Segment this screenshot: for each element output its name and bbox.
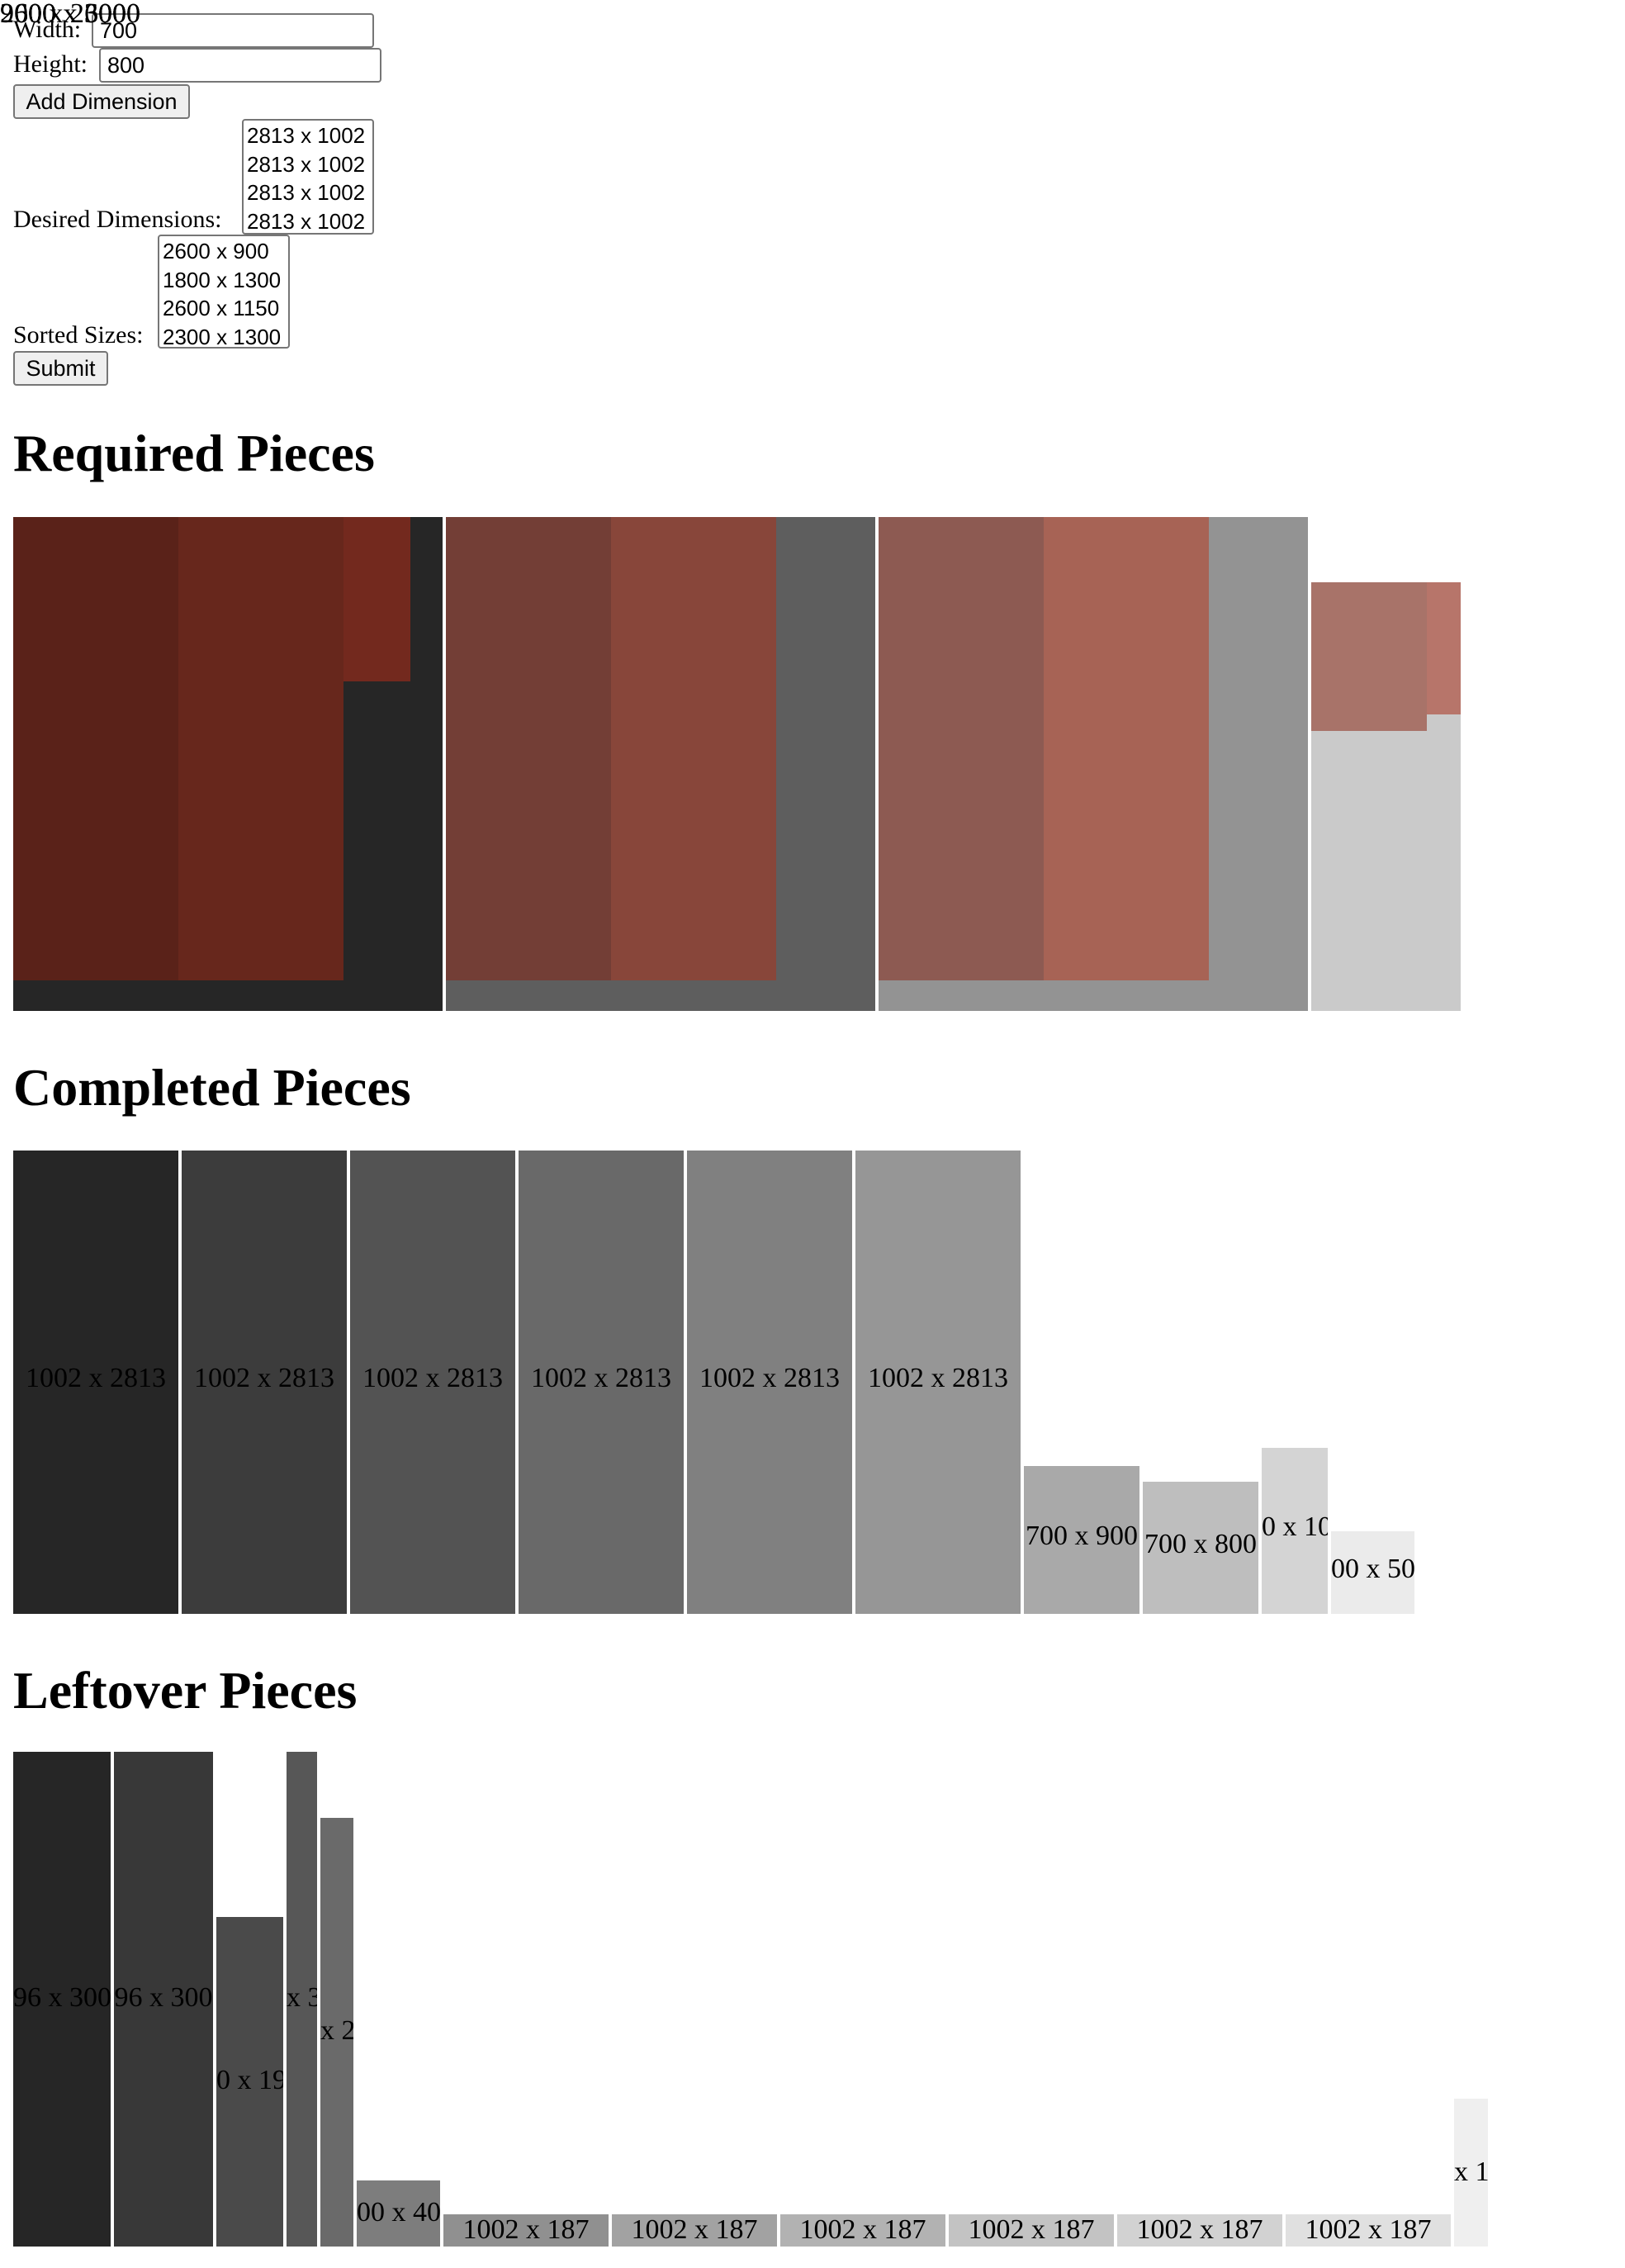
required-cut	[178, 517, 343, 980]
leftover-piece-label: 1002 x 187	[631, 2214, 758, 2245]
completed-piece: 700 x 900	[1024, 1466, 1139, 1614]
completed-piece-label: 1002 x 2813	[362, 1363, 503, 1393]
required-cut	[879, 517, 1044, 980]
height-label: Height:	[13, 50, 88, 78]
leftover-piece: 1002 x 187	[949, 2214, 1114, 2247]
leftover-piece: 1002 x 187	[443, 2214, 609, 2247]
desired-option[interactable]: 2813 x 1002	[247, 123, 366, 148]
sorted-option[interactable]: 1800 x 1300	[163, 267, 282, 292]
required-cut	[446, 517, 611, 980]
desired-option[interactable]: 2813 x 1002	[247, 208, 366, 234]
completed-piece-label: 1002 x 2813	[868, 1363, 1008, 1393]
leftover-piece: x 3	[287, 1752, 317, 2247]
leftover-piece-label: 96 x 300	[13, 1982, 111, 2013]
leftover-piece-label: 1002 x 187	[462, 2214, 590, 2245]
leftover-piece: x 2	[320, 1818, 353, 2247]
leftover-piece-label: 1002 x 187	[1305, 2214, 1432, 2245]
leftover-piece-label: 1002 x 187	[799, 2214, 926, 2245]
leftover-piece-label: 1002 x 187	[968, 2214, 1095, 2245]
completed-piece-label: 1002 x 2813	[699, 1363, 840, 1393]
completed-piece-label: 0 x 10	[1262, 1511, 1328, 1542]
leftover-piece: 00 x 40	[357, 2180, 440, 2247]
add-dimension-button[interactable]: Add Dimension	[13, 84, 190, 119]
completed-piece: 1002 x 2813	[350, 1151, 515, 1614]
required-cut	[611, 517, 776, 980]
completed-piece: 0 x 10	[1262, 1448, 1328, 1614]
leftover-piece: 1002 x 187	[1117, 2214, 1282, 2247]
width-label: Width:	[13, 16, 82, 43]
completed-piece: 1002 x 2813	[687, 1151, 852, 1614]
desired-option[interactable]: 2813 x 1002	[247, 180, 366, 205]
required-piece-text-label: 900 x 2600	[0, 0, 126, 29]
leftover-piece-label: x 1	[1454, 2156, 1488, 2187]
sorted-sizes-list[interactable]: 2600 x 900 1800 x 1300 2600 x 1150 2300 …	[158, 235, 290, 349]
required-piece-text-label: 2600 x 3000	[0, 0, 140, 29]
leftover-piece-label: x 3	[287, 1982, 317, 2013]
leftover-piece-label: x 2	[320, 2015, 353, 2046]
required-piece-text-label: 2600 x 3000	[0, 0, 140, 29]
sorted-option[interactable]: 2300 x 1300	[163, 324, 282, 349]
leftover-piece-label: 0 x 19	[216, 2065, 283, 2095]
completed-piece: 700 x 800	[1143, 1482, 1258, 1614]
sorted-sizes-label: Sorted Sizes:	[13, 321, 144, 349]
leftover-piece-label: 1002 x 187	[1136, 2214, 1263, 2245]
completed-piece-label: 1002 x 2813	[26, 1363, 166, 1393]
completed-piece-label: 700 x 800	[1144, 1529, 1257, 1559]
desired-dimensions-label: Desired Dimensions:	[13, 206, 222, 233]
required-cut	[1427, 582, 1461, 714]
leftover-piece: x 1	[1454, 2099, 1488, 2247]
required-piece-text-label: 2600 x 3000	[0, 0, 140, 29]
completed-piece-label: 1002 x 2813	[194, 1363, 334, 1393]
leftover-piece-label: 96 x 300	[114, 1982, 213, 2013]
desired-dimensions-list[interactable]: 2813 x 1002 2813 x 1002 2813 x 1002 2813…	[242, 119, 374, 235]
completed-piece-label: 1002 x 2813	[531, 1363, 671, 1393]
leftover-piece: 96 x 300	[13, 1752, 111, 2247]
required-pieces-heading: Required Pieces	[13, 424, 375, 482]
height-input[interactable]	[99, 48, 381, 83]
required-cut	[343, 517, 410, 681]
leftover-pieces-heading: Leftover Pieces	[13, 1661, 358, 1720]
completed-piece-label: 00 x 50	[1331, 1554, 1414, 1584]
leftover-piece: 0 x 19	[216, 1917, 283, 2247]
required-cut	[1311, 582, 1427, 731]
completed-pieces-heading: Completed Pieces	[13, 1058, 411, 1117]
sorted-option[interactable]: 2600 x 1150	[163, 296, 280, 320]
leftover-piece: 1002 x 187	[780, 2214, 945, 2247]
completed-piece-label: 700 x 900	[1026, 1521, 1138, 1551]
submit-button[interactable]: Submit	[13, 351, 108, 386]
required-cut	[1044, 517, 1209, 980]
width-input[interactable]	[92, 13, 374, 48]
leftover-piece-label: 00 x 40	[357, 2197, 440, 2228]
leftover-piece: 1002 x 187	[1286, 2214, 1451, 2247]
completed-piece: 1002 x 2813	[13, 1151, 178, 1614]
leftover-piece: 96 x 300	[114, 1752, 213, 2247]
completed-piece: 00 x 50	[1331, 1531, 1414, 1614]
leftover-piece: 1002 x 187	[612, 2214, 777, 2247]
completed-piece: 1002 x 2813	[519, 1151, 684, 1614]
completed-piece: 1002 x 2813	[855, 1151, 1021, 1614]
sorted-option[interactable]: 2600 x 900	[163, 239, 269, 263]
required-cut	[13, 517, 178, 980]
desired-option[interactable]: 2813 x 1002	[247, 151, 366, 177]
completed-piece: 1002 x 2813	[182, 1151, 347, 1614]
